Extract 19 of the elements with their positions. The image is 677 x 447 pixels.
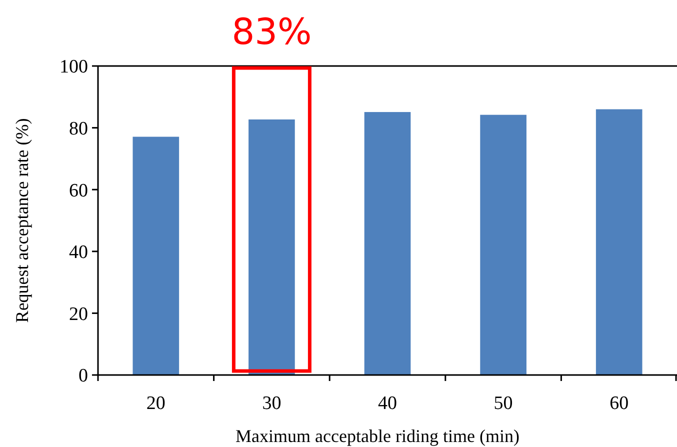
y-axis-title: Request acceptance rate (%) xyxy=(12,118,32,323)
bar xyxy=(596,109,642,375)
bar xyxy=(364,112,411,375)
y-tick-label: 80 xyxy=(69,118,88,140)
bar xyxy=(248,119,295,375)
x-axis-title: Maximum acceptable riding time (min) xyxy=(236,426,520,446)
y-tick-label: 0 xyxy=(78,366,88,387)
bar xyxy=(480,114,526,375)
bar xyxy=(132,136,180,375)
y-tick-label: 20 xyxy=(69,304,88,325)
x-tick-label: 20 xyxy=(146,393,166,414)
x-tick-label: 30 xyxy=(262,393,282,414)
x-tick-label: 50 xyxy=(494,393,513,414)
y-tick-label: 60 xyxy=(69,180,88,202)
y-tick-label: 40 xyxy=(69,242,88,264)
x-tick-label: 40 xyxy=(378,393,397,414)
text: 83% xyxy=(232,12,312,53)
x-tick-label: 60 xyxy=(610,393,629,414)
y-tick-label: 100 xyxy=(60,56,88,78)
